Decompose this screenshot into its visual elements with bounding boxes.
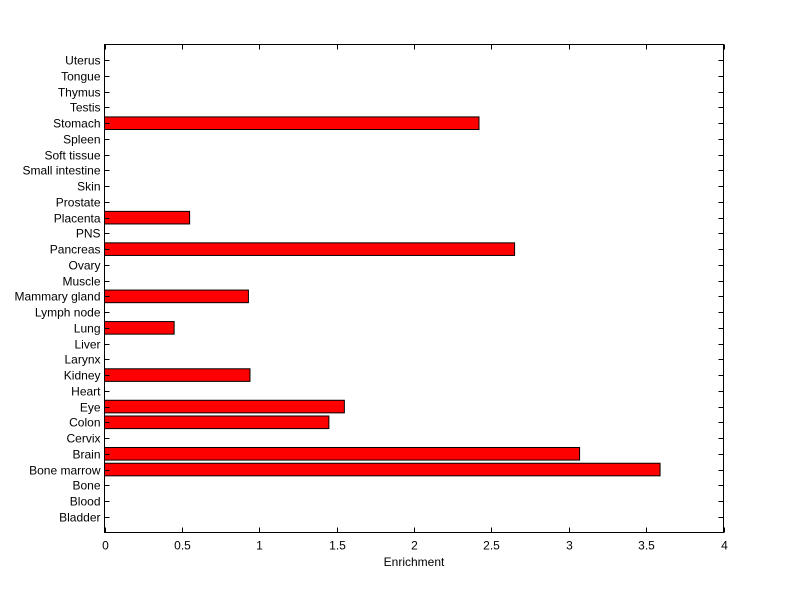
y-tick-label: Bladder [59, 511, 100, 525]
bar-lung [104, 321, 175, 335]
x-tick-label: 2.5 [483, 539, 500, 553]
x-tick-label: 2 [411, 539, 418, 553]
bar-stomach [104, 116, 480, 131]
y-tick-label: Blood [70, 495, 101, 509]
y-tick-label: Uterus [65, 54, 100, 68]
y-tick-label: Muscle [62, 275, 100, 289]
y-tick-label: Thymus [58, 86, 101, 100]
y-tick-label: Mammary gland [14, 290, 100, 304]
y-tick-label: Spleen [63, 133, 100, 147]
bar-placenta [104, 210, 191, 225]
y-tick-label: Heart [71, 385, 101, 399]
x-tick-label: 0.5 [174, 539, 191, 553]
bar-brain [104, 446, 581, 461]
y-tick-label: Ovary [68, 259, 100, 273]
x-tick-label: 1 [256, 539, 263, 553]
y-tick-label: Brain [72, 448, 100, 462]
y-tick-label: Testis [70, 101, 101, 115]
bar-eye [104, 399, 345, 414]
x-tick-label: 4 [721, 539, 728, 553]
bar-mammary-gland [104, 289, 249, 304]
y-tick-label: PNS [76, 227, 101, 241]
y-tick-label: Stomach [53, 117, 100, 131]
x-axis-label: Enrichment [384, 555, 445, 569]
y-tick-label: Cervix [66, 432, 100, 446]
bar-bone-marrow [104, 462, 661, 477]
y-tick-label: Liver [74, 338, 100, 352]
x-axis-ticks: 0 0.5 1 1.5 2 2.5 3 3.5 4 [102, 44, 728, 553]
y-tick-label: Tongue [61, 70, 101, 84]
y-tick-label: Prostate [56, 196, 101, 210]
bar-pancreas [104, 242, 516, 256]
y-tick-label: Pancreas [50, 243, 101, 257]
y-tick-label: Soft tissue [44, 149, 100, 163]
x-tick-label: 3.5 [638, 539, 655, 553]
y-tick-label: Colon [69, 416, 100, 430]
y-tick-label: Eye [80, 401, 101, 415]
y-tick-label: Small intestine [22, 164, 100, 178]
y-tick-label: Larynx [64, 353, 100, 367]
plot-frame [104, 44, 724, 533]
y-tick-label: Kidney [64, 369, 101, 383]
y-tick-label: Lung [74, 322, 101, 336]
x-tick-label: 1.5 [329, 539, 346, 553]
y-tick-label: Bone marrow [29, 464, 101, 478]
y-tick-label: Placenta [54, 212, 101, 226]
bar-colon [104, 415, 330, 430]
y-tick-label: Bone [72, 479, 100, 493]
y-tick-label: Skin [77, 180, 100, 194]
x-tick-label: 3 [566, 539, 573, 553]
y-tick-label: Lymph node [35, 306, 101, 320]
bar-kidney [104, 368, 251, 382]
x-tick-label: 0 [102, 539, 109, 553]
